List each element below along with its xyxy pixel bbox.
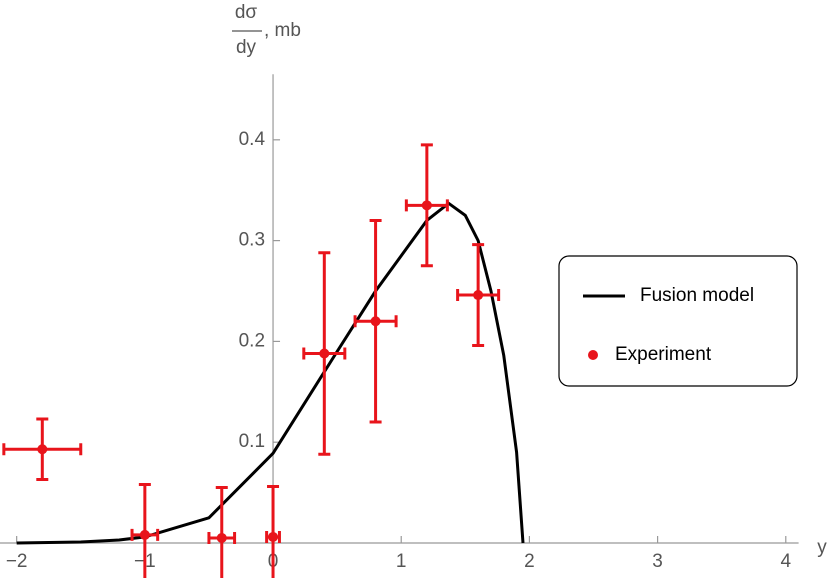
- y-tick-label: 0.2: [239, 330, 265, 351]
- y-tick-label: 0.1: [239, 431, 265, 452]
- data-point: [319, 348, 330, 359]
- x-tick-label: 2: [524, 551, 535, 572]
- y-label-numerator: dσ: [235, 2, 258, 23]
- x-tick-label: 4: [780, 551, 791, 572]
- data-point: [370, 316, 381, 327]
- x-tick-label: −2: [6, 551, 28, 572]
- x-label: y: [817, 537, 827, 558]
- data-point: [216, 532, 227, 543]
- y-tick-label: 0.3: [239, 230, 265, 251]
- data-point: [37, 444, 48, 455]
- legend-box: [558, 255, 798, 387]
- x-tick-label: 1: [396, 551, 407, 572]
- x-tick-label: 3: [652, 551, 663, 572]
- legend-label: Experiment: [615, 344, 712, 365]
- model-curve: [16, 201, 525, 545]
- data-point: [139, 529, 150, 540]
- y-label-unit: , mb: [264, 20, 301, 41]
- data-point: [268, 531, 279, 542]
- legend-marker: [588, 350, 598, 360]
- data-point: [473, 290, 484, 301]
- y-label-denominator: dy: [236, 37, 257, 58]
- legend-label: Fusion model: [640, 285, 754, 306]
- y-tick-label: 0.4: [239, 129, 266, 150]
- data-point: [421, 200, 432, 211]
